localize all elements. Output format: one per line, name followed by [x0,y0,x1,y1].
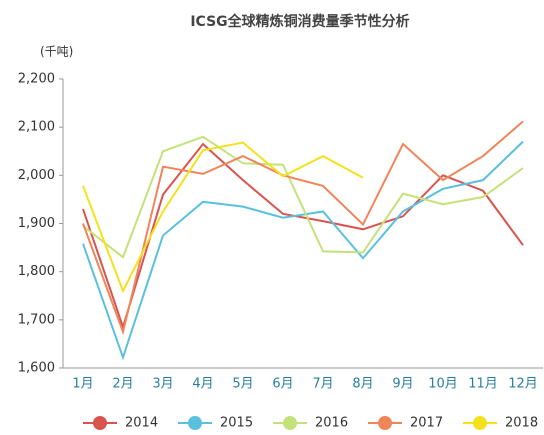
legend-marker [473,416,487,430]
y-tick-label: 1,900 [18,216,55,231]
x-tick-label: 12月 [508,377,538,392]
x-tick-label: 6月 [272,377,293,392]
y-axis-label: (千吨) [40,45,73,59]
series-line [82,120,524,336]
legend-label: 2014 [125,416,158,431]
legend-marker [378,416,392,430]
series-line [82,140,524,361]
legend-marker [283,416,297,430]
x-tick-label: 2月 [112,377,133,392]
legend-label: 2015 [220,416,253,431]
y-tick-label: 1,800 [18,264,55,279]
series-line [82,142,524,331]
legend-label: 2017 [410,416,443,431]
x-tick-label: 3月 [152,377,173,392]
y-tick-label: 2,100 [18,120,55,135]
x-tick-label: 10月 [428,377,458,392]
y-tick-label: 2,200 [18,72,55,87]
legend-marker [188,416,202,430]
chart-title: ICSG全球精炼铜消费量季节性分析 [190,13,409,30]
x-tick-label: 4月 [192,377,213,392]
legend-label: 2016 [315,416,348,431]
y-tick-label: 2,000 [18,168,55,183]
y-tick-label: 1,700 [18,312,55,327]
legend-marker [93,416,107,430]
x-tick-label: 8月 [352,377,373,392]
series-line [82,141,364,294]
x-tick-label: 11月 [468,377,498,392]
legend-label: 2018 [505,416,538,431]
y-tick-label: 1,600 [18,361,55,376]
series-line [82,135,524,259]
x-tick-label: 1月 [72,377,93,392]
x-tick-label: 5月 [232,377,253,392]
x-tick-label: 7月 [312,377,333,392]
x-tick-label: 9月 [392,377,413,392]
